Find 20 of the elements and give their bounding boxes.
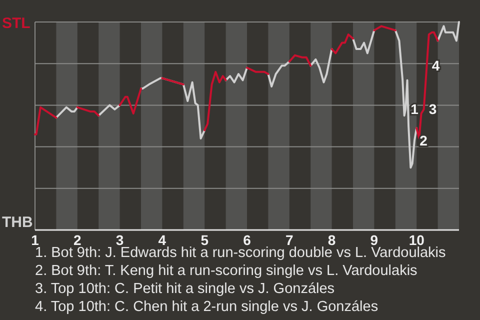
annotation: 1 <box>410 101 419 118</box>
x-tick-label: 3 <box>116 232 124 248</box>
text: 2. Bot 9th: T. Keng hit a run-scoring single vs L. Vardoulakis <box>35 263 418 279</box>
x-tick-label: 4 <box>158 232 166 248</box>
x-tick-label: 5 <box>200 232 209 248</box>
text: STL <box>2 15 30 32</box>
text: 1. Bot 9th: J. Edwards hit a run-scoring double vs L. Vardoulakis <box>35 245 446 261</box>
x-tick-label: 1 <box>31 232 40 248</box>
x-tick-label: 2 <box>74 232 82 248</box>
text: THB <box>2 214 33 231</box>
text: 4. Top 10th: C. Chen hit a 2-run single vs J. Gonzáles <box>35 299 378 315</box>
annotation: 3 <box>428 101 437 118</box>
x-tick-label: 10 <box>408 232 425 248</box>
annotation: 4 <box>432 57 440 74</box>
x-tick-label: 6 <box>243 232 252 248</box>
x-tick-label: 8 <box>328 232 336 248</box>
x-tick-label: 7 <box>286 232 294 248</box>
annotation: 2 <box>420 132 428 148</box>
text: 3. Top 10th: C. Petit hit a single vs J. Gonzáles <box>35 281 335 297</box>
x-tick-label: 9 <box>370 232 378 248</box>
